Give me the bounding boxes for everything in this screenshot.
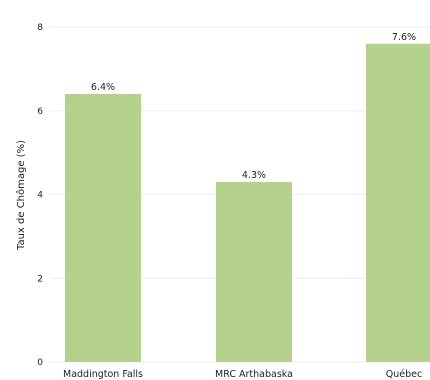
y-tick-label: 0: [37, 358, 43, 368]
y-axis-ticks: 0 2 4 6 8: [37, 23, 43, 368]
x-axis-categories: Maddington Falls MRC Arthabaska Québec: [63, 369, 422, 380]
y-tick-label: 4: [37, 191, 43, 201]
y-axis-title: Taux de Chômage (%): [15, 140, 27, 251]
bar-value-label: 7.6%: [392, 32, 416, 43]
x-category-label: MRC Arthabaska: [215, 369, 293, 380]
data-labels: 6.4% 4.3% 7.6%: [91, 32, 416, 181]
y-tick-label: 2: [37, 274, 43, 284]
x-category-label: Maddington Falls: [63, 369, 143, 380]
bar-value-label: 6.4%: [91, 82, 115, 93]
y-tick-label: 6: [37, 107, 43, 117]
x-category-label: Québec: [386, 369, 422, 380]
bar-value-label: 4.3%: [242, 170, 266, 181]
bar: [366, 43, 430, 362]
bar: [65, 94, 141, 362]
y-tick-label: 8: [37, 23, 43, 33]
bar: [216, 181, 292, 362]
bars: [65, 43, 430, 362]
